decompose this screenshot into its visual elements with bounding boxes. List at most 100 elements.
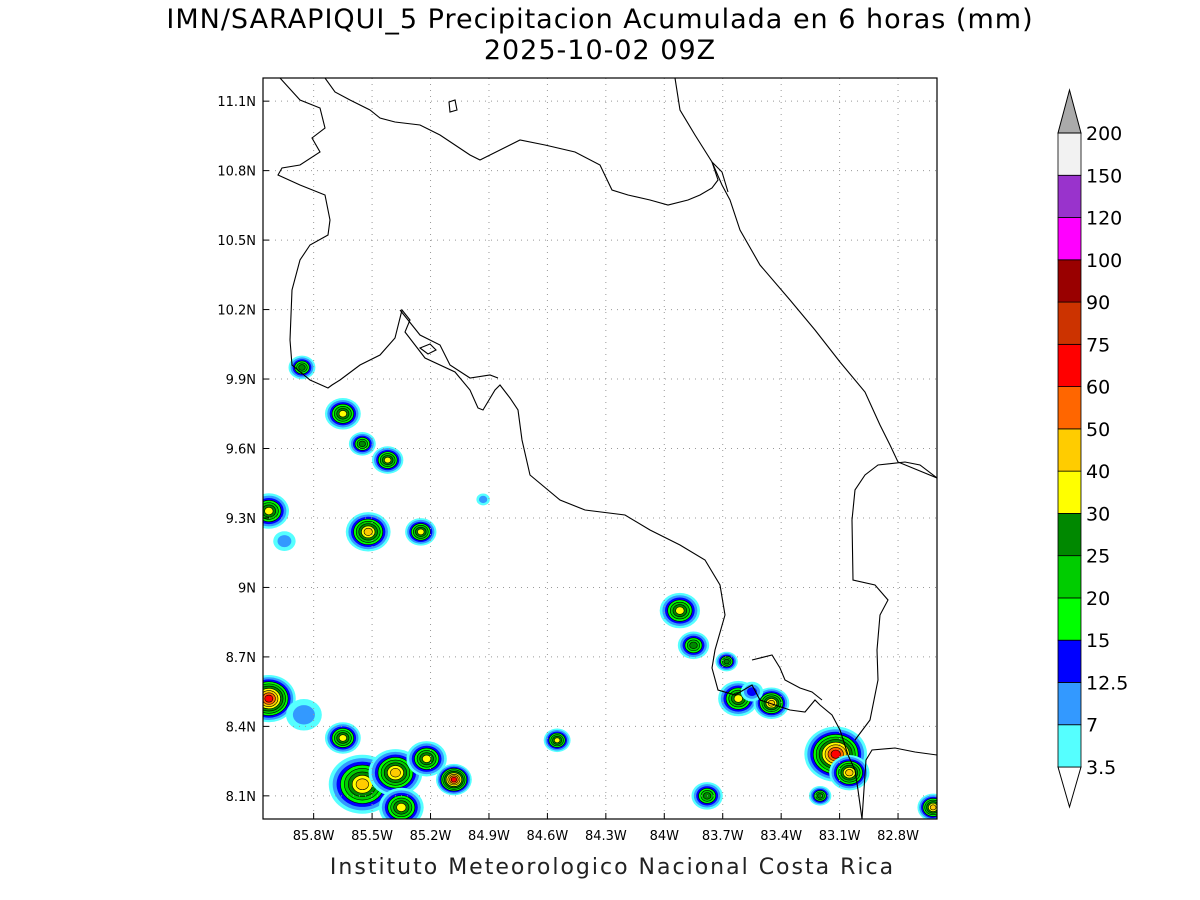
- colorbar-label: 30: [1086, 503, 1110, 525]
- map-title: IMN/SARAPIQUI_5 Precipitacion Acumulada …: [166, 4, 1034, 35]
- colorbar-label: 12.5: [1086, 672, 1128, 694]
- x-tick-label: 84.6W: [526, 829, 568, 844]
- y-tick-label: 8.4N: [226, 720, 256, 735]
- colorbar-band: [1057, 259, 1082, 303]
- x-tick-label: 84.3W: [585, 829, 627, 844]
- x-tick-label: 83.7W: [702, 829, 744, 844]
- colorbar-label: 100: [1086, 250, 1122, 272]
- rain-contour: [422, 754, 432, 763]
- rain-contour: [338, 410, 347, 418]
- precipitation-layer: [263, 355, 937, 819]
- rain-cell: [753, 687, 790, 719]
- rain-cell: [543, 728, 571, 753]
- colorbar-label: 20: [1086, 588, 1110, 610]
- rain-contour: [817, 793, 824, 799]
- rain-contour: [478, 495, 488, 504]
- rain-cell: [677, 631, 710, 660]
- colorbar-band: [1057, 301, 1082, 345]
- colorbar-label: 120: [1086, 208, 1122, 230]
- rain-cell: [324, 398, 361, 430]
- colorbar-label: 15: [1086, 630, 1110, 652]
- rain-cell: [324, 722, 361, 754]
- rain-contour: [384, 456, 392, 464]
- y-tick-label: 8.1N: [226, 790, 256, 805]
- colorbar-band: [1057, 174, 1082, 218]
- x-tick-label: 83.4W: [760, 829, 802, 844]
- coastline-caribbean: [674, 78, 937, 479]
- rain-cell: [378, 787, 424, 819]
- rain-contour: [417, 528, 425, 536]
- rain-contour: [264, 694, 274, 703]
- colorbar-band: [1057, 555, 1082, 599]
- rain-cell: [368, 749, 423, 797]
- rain-cell: [740, 681, 764, 702]
- colorbar-band: [1057, 217, 1082, 261]
- rain-contour: [396, 802, 407, 812]
- colorbar-label: 75: [1086, 334, 1110, 356]
- map-subtitle-datetime: 2025-10-02 09Z: [483, 35, 717, 66]
- grid-lines: [263, 78, 937, 819]
- rain-cell: [917, 793, 937, 819]
- y-tick-label: 10.5N: [217, 234, 256, 249]
- colorbar-legend: 3.5 7 12.5 15 20 25 30 40 50 60 75 90 100 120 150 200: [1057, 88, 1128, 809]
- x-tick-label: 83.1W: [819, 829, 861, 844]
- y-tick-label: 11.1N: [217, 95, 256, 110]
- colorbar-band: [1057, 682, 1082, 726]
- rain-cell: [476, 493, 490, 506]
- colorbar-label: 25: [1086, 546, 1110, 568]
- colorbar-band: [1057, 597, 1082, 641]
- y-tick-label: 9N: [238, 581, 256, 596]
- rain-cell: [715, 651, 738, 672]
- rain-contour: [554, 737, 561, 744]
- rain-contour: [929, 804, 937, 811]
- y-tick-label: 9.6N: [226, 443, 256, 458]
- colorbar-upper-arrow: [1057, 88, 1082, 134]
- chira-island: [418, 343, 437, 355]
- colorbar-band: [1057, 639, 1082, 683]
- institution-footer: Instituto Meteorologico Nacional Costa R…: [329, 855, 896, 880]
- rain-contour: [675, 606, 685, 615]
- rain-contour: [830, 749, 841, 759]
- rain-contour: [390, 767, 401, 778]
- rain-contour: [338, 734, 347, 742]
- x-tick-label: 85.2W: [410, 829, 452, 844]
- colorbar-band: [1057, 386, 1082, 430]
- y-tick-label: 10.8N: [217, 165, 256, 180]
- colorbar-band: [1057, 428, 1082, 472]
- rain-cell: [659, 592, 701, 629]
- y-tick-label: 10.2N: [217, 304, 256, 319]
- rain-contour: [355, 778, 369, 791]
- rain-cell: [435, 763, 472, 796]
- y-tick-label: 9.3N: [226, 512, 256, 527]
- colorbar-band: [1057, 470, 1082, 514]
- rain-cell: [288, 355, 316, 380]
- x-tick-label: 82.8W: [877, 829, 919, 844]
- x-tick-label: 84W: [650, 829, 680, 844]
- rain-contour: [363, 527, 373, 536]
- rain-contour: [450, 776, 457, 783]
- colorbar-band: [1057, 343, 1082, 388]
- colorbar-band: [1057, 132, 1082, 176]
- rain-cell: [829, 754, 870, 791]
- coastline-bocas: [851, 461, 937, 741]
- rain-cell: [371, 446, 404, 474]
- rain-contour: [277, 535, 292, 548]
- rain-contour: [845, 769, 854, 777]
- rain-contour: [358, 440, 366, 448]
- rain-cell: [345, 512, 391, 552]
- colorbar-label: 40: [1086, 461, 1110, 483]
- coastline-burica: [861, 747, 937, 819]
- colorbar-band: [1057, 724, 1082, 768]
- rain-cell: [348, 432, 376, 456]
- y-tick-label: 9.9N: [226, 373, 256, 388]
- rain-contour: [298, 364, 306, 371]
- longitude-axis: 85.8W 85.5W 85.2W 84.9W 84.6W 84.3W 84W 83.7W 83…: [293, 813, 919, 844]
- rain-cell: [406, 741, 447, 777]
- x-tick-label: 84.9W: [468, 829, 510, 844]
- colorbar-band: [1057, 513, 1082, 557]
- coastline-osa: [751, 654, 823, 701]
- colorbar-label: 60: [1086, 377, 1110, 399]
- rain-contour: [723, 658, 730, 665]
- rain-contour: [264, 506, 274, 516]
